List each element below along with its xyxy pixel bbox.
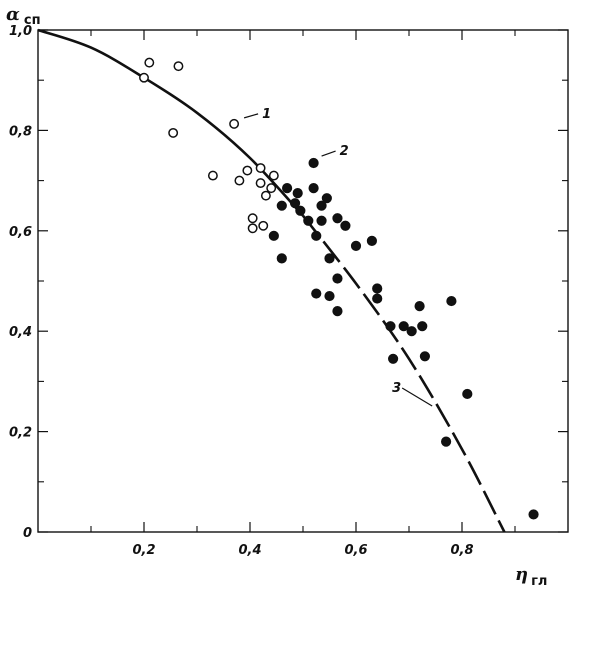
filled-point	[462, 388, 473, 400]
filled-point	[340, 220, 351, 231]
x-axis-title-sub: гл	[531, 574, 547, 589]
filled-point	[528, 509, 539, 520]
filled-point	[332, 213, 343, 224]
x-tick-label: 0,6	[344, 543, 367, 558]
filled-point	[292, 188, 303, 199]
open-point	[247, 223, 258, 234]
ticks: 0,2 0,4 0,6 0,8 0 0,2 0,4 0,6 0,8 1,0	[9, 24, 568, 558]
open-point	[234, 175, 245, 186]
filled-point	[406, 326, 417, 337]
filled-point	[295, 205, 306, 216]
open-point	[242, 165, 253, 176]
points-layer	[139, 57, 539, 520]
annotation-leader	[401, 387, 433, 407]
open-point	[168, 127, 179, 138]
filled-point	[366, 235, 377, 246]
y-tick-label: 0	[23, 526, 32, 541]
filled-point	[276, 200, 287, 211]
open-point	[255, 163, 266, 174]
filled-point	[282, 183, 293, 194]
open-point	[268, 170, 279, 181]
filled-point	[321, 193, 332, 204]
open-point	[207, 170, 218, 181]
filled-point	[316, 200, 327, 211]
filled-point	[388, 353, 399, 364]
filled-point	[372, 293, 383, 304]
filled-point	[268, 230, 279, 241]
x-axis-title: η гл	[515, 564, 547, 589]
filled-point	[417, 321, 428, 332]
y-tick-label: 0,6	[9, 225, 32, 240]
y-axis-title-sub: сп	[24, 13, 41, 28]
open-point	[258, 220, 269, 231]
open-point	[255, 178, 266, 189]
filled-point	[332, 306, 343, 317]
filled-point	[419, 351, 430, 362]
annotation-label: 1	[262, 107, 271, 122]
filled-point	[332, 273, 343, 284]
filled-point	[385, 321, 396, 332]
filled-point	[324, 290, 335, 302]
filled-point	[414, 301, 425, 312]
filled-point	[316, 215, 327, 226]
filled-point	[289, 198, 301, 209]
x-tick-label: 0,4	[238, 543, 261, 558]
y-axis-title: α сп	[6, 4, 41, 28]
annotation-leader	[321, 150, 336, 157]
curve-layer	[37, 28, 506, 533]
filled-point	[311, 230, 322, 241]
filled-point	[311, 288, 322, 299]
axes	[37, 29, 569, 533]
y-tick-label: 0,4	[9, 325, 32, 340]
filled-point	[324, 253, 335, 264]
curve-3-solid	[37, 28, 304, 217]
plot-frame	[37, 29, 569, 533]
y-tick-label: 0,8	[9, 124, 32, 139]
open-point	[247, 213, 258, 224]
y-axis-title-main: α	[6, 4, 20, 25]
open-point	[266, 183, 277, 194]
filled-point	[372, 283, 383, 294]
x-tick-label: 0,8	[450, 543, 473, 558]
y-tick-label: 1,0	[9, 24, 32, 39]
open-point	[229, 118, 240, 129]
filled-point	[308, 183, 319, 194]
open-point	[139, 72, 149, 83]
y-tick-label: 0,2	[9, 426, 32, 441]
filled-point	[441, 436, 452, 447]
filled-point	[398, 321, 409, 332]
filled-point	[446, 295, 457, 307]
annotation-label: 3	[392, 381, 401, 396]
annotation-label: 2	[340, 144, 349, 159]
curve-3-dashed	[301, 214, 506, 533]
x-tick-label: 0,2	[132, 543, 155, 558]
filled-point	[308, 157, 319, 169]
open-point	[173, 61, 184, 72]
annotations: 1 2 3	[243, 107, 433, 407]
filled-point	[276, 253, 287, 264]
x-axis-title-main: η	[515, 564, 528, 585]
filled-point	[350, 240, 362, 251]
annotation-leader	[243, 113, 259, 119]
open-point	[144, 57, 155, 68]
filled-point	[303, 215, 314, 226]
open-point	[260, 190, 271, 201]
